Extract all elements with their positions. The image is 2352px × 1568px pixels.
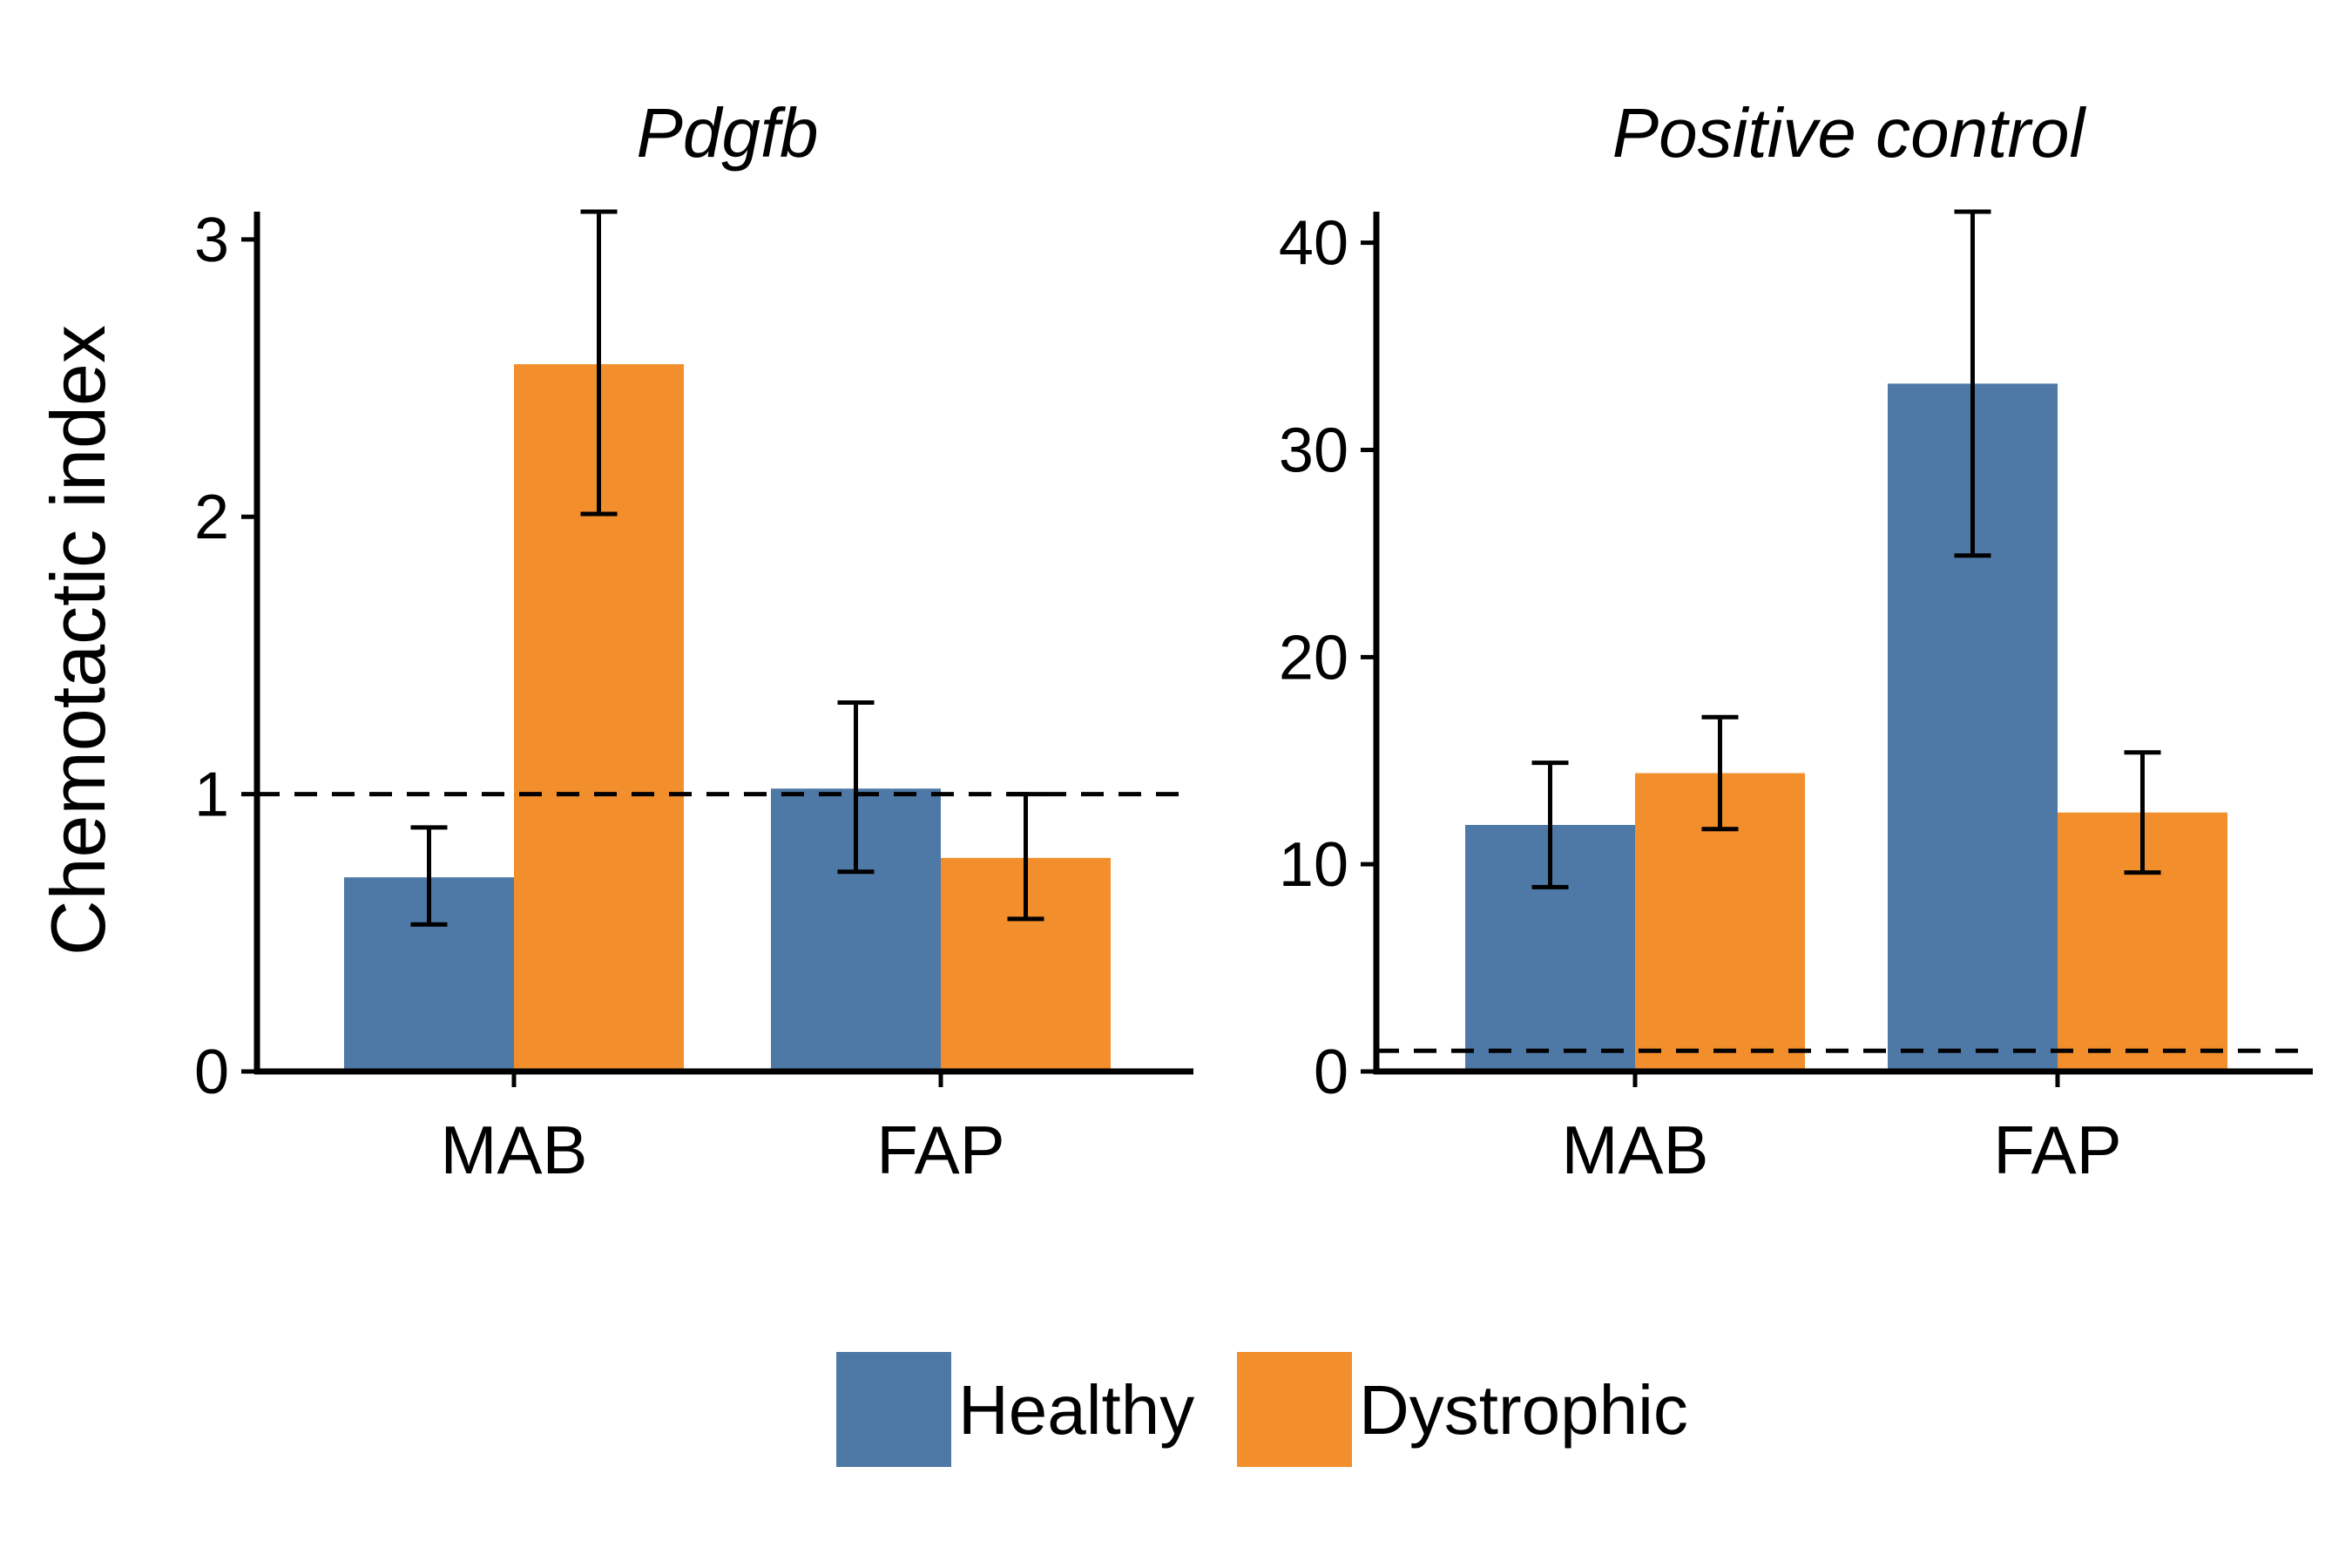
legend-label: Healthy [958,1371,1194,1449]
chart-panel-1: Pdgfb 0 1 2 3 MAB FAP [194,94,1193,1188]
x-category-label: MAB [1561,1112,1708,1188]
error-bar-dystrophic-fap [2124,750,2161,875]
error-bar-healthy-mab [410,825,448,927]
error-bar-healthy-fap [1954,209,1991,558]
y-tick-label: 2 [194,483,229,552]
y-tick-label: 3 [194,206,229,275]
x-category-label: FAP [1993,1112,2121,1188]
error-bar-healthy-fap [837,700,875,875]
x-category-label: FAP [876,1112,1004,1188]
chart-panels: Pdgfb 0 1 2 3 MAB FAP Positive control 0 10 20 30 40… [194,94,2313,1188]
y-tick-label: 30 [1279,416,1348,486]
chart-panel-2: Positive control 0 10 20 30 40 MAB FAP [1279,94,2313,1188]
legend-item-dystrophic: Dystrophic [1237,1352,1688,1467]
legend-swatch [1237,1352,1352,1467]
legend-item-healthy: Healthy [836,1352,1194,1467]
panel-title: Pdgfb [636,94,818,172]
error-bar-dystrophic-fap [1007,792,1044,922]
y-tick-label: 0 [194,1037,229,1107]
y-axis-label: Chemotactic index [35,325,121,956]
legend: Healthy Dystrophic [836,1352,1688,1467]
x-category-label: MAB [440,1112,587,1188]
error-bar-dystrophic-mab [580,209,618,517]
legend-label: Dystrophic [1359,1371,1688,1449]
y-tick-label: 20 [1279,623,1348,693]
error-bar-dystrophic-mab [1701,714,1739,832]
y-tick-label: 10 [1279,830,1348,900]
y-tick-label: 40 [1279,209,1348,279]
error-bar-healthy-mab [1531,760,1569,889]
y-tick-label: 1 [194,760,229,830]
panel-title: Positive control [1612,94,2087,172]
y-tick-label: 0 [1314,1037,1348,1107]
legend-swatch [836,1352,951,1467]
